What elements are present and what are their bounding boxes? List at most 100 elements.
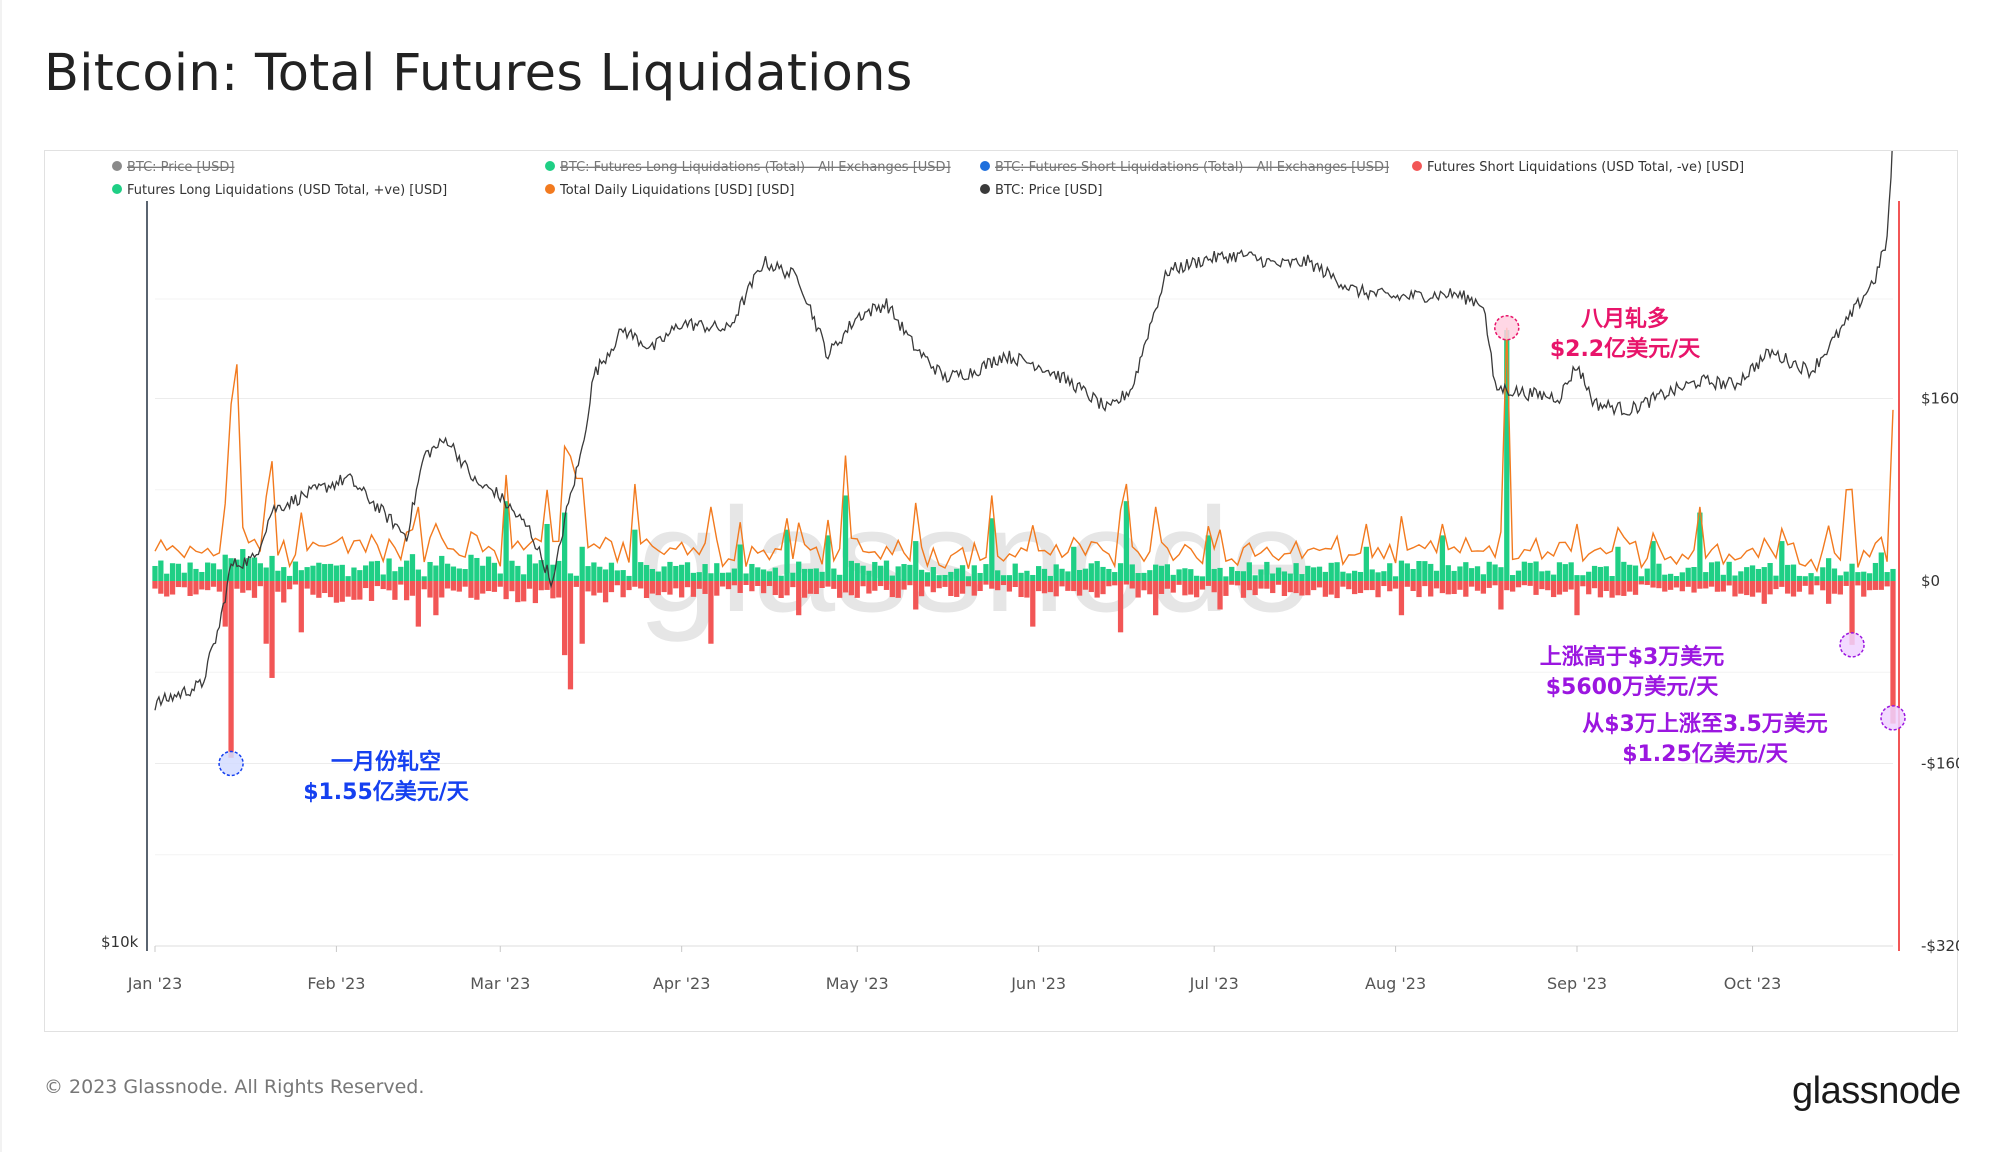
- long-liquidation-bar: [1679, 572, 1685, 581]
- long-liquidation-bar: [515, 565, 521, 581]
- short-liquidation-bar: [585, 581, 591, 592]
- long-liquidation-bar: [1861, 571, 1867, 581]
- short-liquidation-bar: [1334, 581, 1340, 599]
- long-liquidation-bar: [1199, 576, 1206, 581]
- short-liquidation-bar: [403, 581, 410, 601]
- short-liquidation-bar: [550, 581, 556, 599]
- short-liquidation-bar: [1264, 581, 1270, 589]
- long-liquidation-bar: [643, 564, 650, 581]
- long-liquidation-bar: [1866, 573, 1873, 581]
- long-liquidation-bar: [983, 564, 989, 581]
- short-liquidation-bar: [954, 581, 960, 597]
- short-liquidation-bar: [556, 581, 562, 598]
- annotation-label-line1: 一月份轧空: [331, 749, 441, 775]
- short-liquidation-bar: [620, 581, 626, 598]
- short-liquidation-bar: [1416, 581, 1422, 598]
- short-liquidation-bar: [503, 581, 509, 600]
- long-liquidation-bar: [1217, 567, 1223, 581]
- legend-swatch: [545, 184, 555, 194]
- short-liquidation-bar: [1550, 581, 1557, 598]
- short-liquidation-bar: [1679, 581, 1685, 592]
- short-liquidation-bar: [1433, 581, 1440, 589]
- long-liquidation-bar: [1574, 575, 1580, 581]
- short-liquidation-bar: [1223, 581, 1229, 596]
- short-liquidation-bar: [995, 581, 1001, 591]
- short-liquidation-bar: [1328, 581, 1334, 595]
- short-liquidation-bar: [1012, 581, 1018, 588]
- long-liquidation-bar: [1041, 568, 1048, 581]
- long-liquidation-bar: [1106, 568, 1112, 581]
- long-liquidation-bar: [269, 555, 275, 581]
- long-liquidation-bar: [1878, 552, 1884, 581]
- short-liquidation-bar: [702, 581, 708, 594]
- long-liquidation-bar: [1129, 564, 1135, 581]
- x-tick-label: May '23: [826, 974, 889, 993]
- short-liquidation-bar: [1662, 581, 1668, 592]
- legend-swatch: [112, 161, 122, 171]
- short-liquidation-bar: [1451, 581, 1457, 595]
- long-liquidation-bar: [1615, 546, 1621, 581]
- short-liquidation-bar: [1024, 581, 1030, 598]
- long-liquidation-bar: [1726, 561, 1732, 581]
- long-liquidation-bar: [1094, 561, 1100, 581]
- long-liquidation-bar: [714, 563, 720, 581]
- long-liquidation-bar: [1761, 567, 1767, 581]
- long-liquidation-bar: [825, 535, 831, 581]
- short-liquidation-bar: [1199, 581, 1206, 590]
- short-liquidation-bar: [439, 581, 445, 598]
- short-liquidation-bar: [1785, 581, 1791, 594]
- long-liquidation-bar: [1790, 564, 1797, 581]
- long-liquidation-bar: [749, 563, 755, 581]
- x-tick-label: Aug '23: [1365, 974, 1426, 993]
- long-liquidation-bar: [1100, 566, 1106, 581]
- x-tick-label: Apr '23: [653, 974, 711, 993]
- long-liquidation-bar: [205, 562, 211, 581]
- long-liquidation-bar: [1486, 561, 1492, 581]
- long-liquidation-bar: [187, 562, 193, 581]
- long-liquidation-bar: [286, 575, 293, 581]
- long-liquidation-bar: [632, 529, 638, 581]
- long-liquidation-bar: [1714, 561, 1721, 581]
- long-liquidation-bar: [1820, 567, 1826, 581]
- short-liquidation-bar: [509, 581, 515, 592]
- short-liquidation-bar: [257, 581, 263, 587]
- short-liquidation-bar: [1030, 581, 1036, 627]
- short-liquidation-bar: [1445, 581, 1451, 595]
- long-liquidation-bar: [602, 569, 609, 581]
- short-liquidation-bar: [1685, 581, 1691, 587]
- long-liquidation-bar: [1439, 535, 1446, 581]
- short-liquidation-bar: [269, 581, 275, 678]
- long-liquidation-bar: [1322, 571, 1329, 581]
- long-liquidation-bar: [1533, 561, 1539, 581]
- short-liquidation-bar: [661, 581, 667, 593]
- long-liquidation-bar: [667, 561, 673, 581]
- long-liquidation-bar: [462, 569, 468, 581]
- short-liquidation-bar: [1088, 581, 1094, 593]
- short-liquidation-bars: [152, 581, 1896, 758]
- chart-frame: glassnode Jan '23 Feb '23 Mar '23 Apr '23 Ma…: [44, 150, 1959, 1032]
- short-liquidation-bar: [1714, 581, 1721, 592]
- annotation-label-line2: $5600万美元/天: [1546, 674, 1720, 700]
- long-liquidation-bar: [1030, 574, 1036, 581]
- long-liquidation-bar: [333, 565, 340, 581]
- long-liquidation-bar: [1012, 563, 1018, 581]
- long-liquidation-bar: [234, 559, 240, 581]
- long-liquidation-bar: [1000, 575, 1007, 581]
- long-liquidation-bar: [918, 569, 925, 581]
- long-liquidation-bar: [1252, 575, 1258, 581]
- short-liquidation-bar: [1293, 581, 1299, 594]
- long-liquidation-bar: [199, 571, 205, 581]
- short-liquidation-bar: [679, 581, 685, 598]
- long-liquidation-bar: [1334, 562, 1340, 581]
- short-liquidation-bar: [801, 581, 808, 598]
- long-liquidation-bar: [1112, 572, 1118, 581]
- long-liquidation-bar: [1369, 569, 1375, 581]
- short-liquidation-bar: [1287, 581, 1293, 593]
- long-liquidation-bar: [1831, 568, 1838, 581]
- short-liquidation-bar: [918, 581, 925, 597]
- short-liquidation-bar: [784, 581, 790, 596]
- long-liquidation-bar: [1474, 566, 1481, 581]
- short-liquidation-bar: [245, 581, 252, 591]
- annotation-label-line2: $2.2亿美元/天: [1550, 336, 1701, 362]
- long-liquidation-bar: [1627, 564, 1633, 581]
